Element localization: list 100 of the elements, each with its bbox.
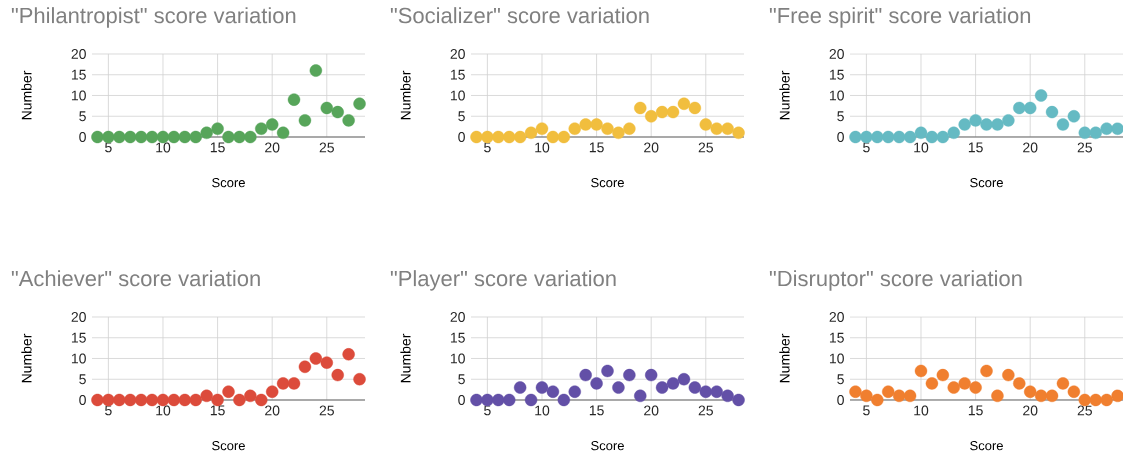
y-tick-label: 20	[71, 49, 86, 59]
point	[914, 126, 928, 140]
chart-title: "Achiever" score variation	[11, 270, 260, 287]
point	[634, 389, 647, 403]
point	[470, 393, 483, 407]
point	[331, 368, 344, 382]
point	[265, 118, 279, 131]
x-tick-label: 10	[535, 405, 550, 416]
point	[1002, 368, 1015, 382]
point	[557, 393, 571, 407]
point	[947, 126, 960, 140]
point	[244, 130, 257, 144]
point	[623, 122, 636, 135]
point	[1045, 389, 1059, 403]
point	[590, 118, 603, 131]
point	[677, 373, 691, 386]
point	[557, 130, 571, 144]
point	[342, 114, 355, 127]
y-tick-label: 15	[71, 332, 86, 343]
point	[211, 122, 224, 135]
y-axis-title: Number	[21, 70, 32, 120]
y-tick-label: 20	[450, 312, 465, 322]
y-tick-label: 15	[450, 69, 465, 80]
point	[644, 110, 658, 123]
point	[298, 360, 312, 373]
y-tick-label: 0	[458, 132, 465, 142]
point	[677, 97, 691, 110]
point	[91, 393, 104, 407]
point	[732, 126, 745, 140]
x-tick-label: 15	[968, 142, 983, 153]
y-tick-label: 20	[450, 49, 465, 59]
y-tick-label: 10	[829, 353, 844, 364]
x-tick-label: 10	[156, 405, 171, 416]
point	[546, 385, 560, 398]
point	[903, 389, 917, 403]
point	[871, 130, 884, 144]
point	[524, 126, 538, 140]
y-tick-label: 10	[829, 90, 844, 101]
y-tick-label: 15	[829, 332, 844, 343]
point	[860, 130, 873, 144]
x-tick-label: 15	[589, 405, 604, 416]
y-tick-label: 5	[458, 374, 465, 385]
point	[871, 393, 884, 407]
point	[309, 64, 323, 77]
point	[102, 130, 115, 144]
chart-title: "Disruptor" score variation	[769, 270, 1022, 291]
point	[276, 126, 290, 140]
point	[503, 130, 516, 144]
point	[601, 122, 614, 135]
point	[1089, 393, 1102, 407]
y-axis-title: Number	[400, 333, 411, 383]
point	[666, 105, 680, 119]
point	[134, 130, 148, 144]
point	[353, 97, 366, 110]
y-tick-label: 5	[79, 374, 86, 385]
chart-title: "Philantropist" score variation	[11, 7, 296, 28]
x-tick-label: 20	[265, 405, 280, 416]
y-tick-label: 0	[79, 132, 86, 142]
y-tick-label: 15	[71, 69, 86, 80]
y-tick-label: 20	[829, 312, 844, 322]
y-tick-label: 20	[71, 312, 86, 322]
y-axis-title: Number	[779, 333, 790, 383]
point	[265, 385, 279, 398]
y-tick-label: 0	[837, 132, 844, 142]
y-tick-label: 0	[458, 395, 465, 405]
point	[492, 130, 505, 144]
point	[579, 118, 592, 131]
point	[134, 393, 148, 407]
y-tick-label: 20	[829, 49, 844, 59]
point	[1024, 101, 1037, 115]
point	[892, 389, 906, 403]
y-tick-label: 5	[458, 111, 465, 122]
y-axis-title: Number	[400, 70, 411, 120]
point	[200, 389, 213, 403]
point	[623, 368, 636, 382]
x-tick-label: 20	[644, 405, 659, 416]
point	[892, 130, 906, 144]
point	[991, 389, 1004, 403]
point	[634, 101, 647, 115]
chart-title: "Free spirit" score variation	[769, 7, 1031, 28]
point	[222, 130, 235, 144]
y-tick-label: 0	[79, 395, 86, 405]
point	[958, 118, 971, 131]
point	[980, 364, 993, 378]
x-tick-label: 10	[914, 142, 929, 153]
chart-title: "Socializer" score variation	[390, 7, 649, 24]
x-tick-label: 20	[1023, 405, 1038, 416]
x-tick-label: 10	[535, 142, 550, 153]
point	[710, 122, 723, 135]
point	[936, 130, 950, 144]
point	[579, 368, 592, 382]
point	[113, 130, 126, 144]
point	[1013, 101, 1026, 115]
y-tick-label: 0	[837, 395, 844, 405]
point	[1056, 118, 1070, 131]
x-tick-label: 25	[319, 142, 334, 153]
x-tick-label: 20	[1023, 142, 1038, 153]
point	[1045, 105, 1059, 119]
point	[1078, 126, 1091, 140]
point	[860, 389, 873, 403]
